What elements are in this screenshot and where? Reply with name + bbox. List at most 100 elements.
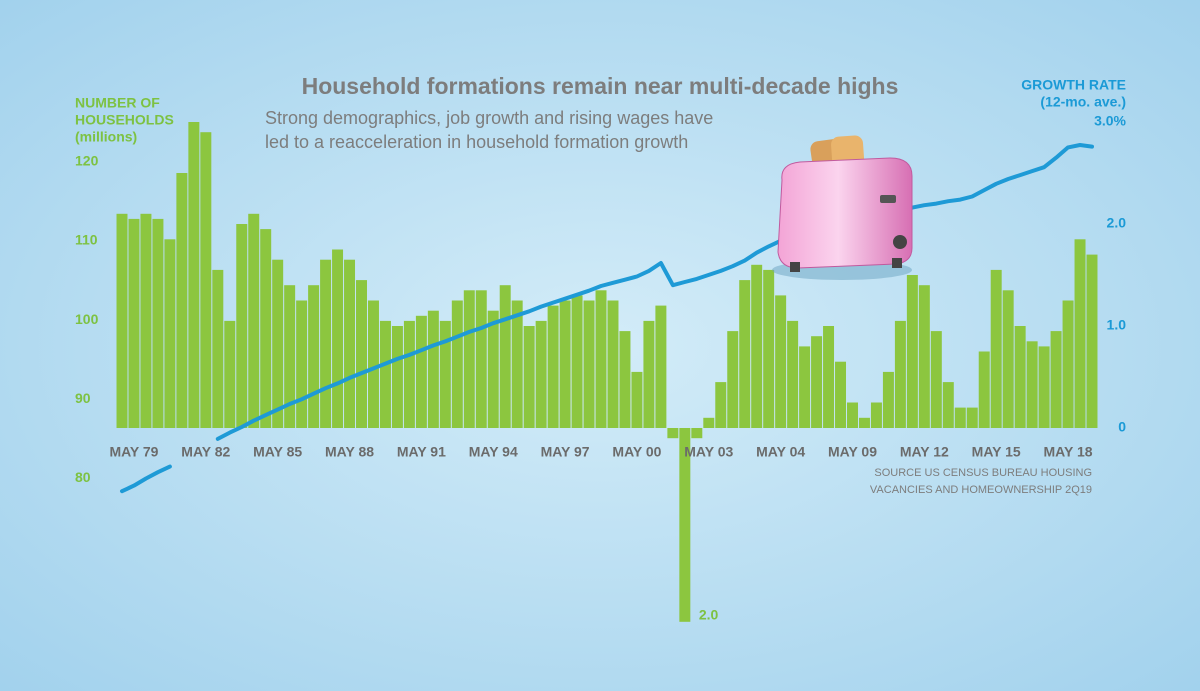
bar [248,213,260,428]
y-label-line: (millions) [75,129,137,145]
x-tick-label: MAY 85 [253,444,302,460]
x-tick-label: MAY 09 [828,444,877,460]
bar [1002,290,1014,428]
x-tick-label: MAY 82 [181,444,230,460]
bar [391,326,403,428]
y2-tick-label: 2.0 [1107,215,1127,231]
x-tick-label: MAY 12 [900,444,949,460]
x-tick-label: MAY 97 [541,444,590,460]
bar [475,290,487,428]
x-tick-label: MAY 79 [109,444,158,460]
bar [320,259,332,428]
bar [631,371,643,428]
bar [344,259,356,428]
bar [667,428,679,439]
bar [847,402,858,428]
bar [583,300,595,428]
y-label-line: HOUSEHOLDS [75,112,174,128]
x-tick-label: MAY 18 [1044,444,1093,460]
y2-tick-label: 1.0 [1107,317,1127,333]
bar [427,310,439,428]
bar [906,275,918,428]
bar [212,269,224,428]
bar [236,224,248,428]
y2-label-line: GROWTH RATE [1021,77,1126,93]
bar [379,320,391,428]
bar [308,285,320,428]
bar [835,361,847,428]
bar [607,300,619,428]
y2-label-line: (12-mo. ave.) [1040,94,1126,110]
bar [164,239,176,428]
bar [763,269,775,428]
bar [715,382,727,428]
bar [499,285,511,428]
y-tick-label: 80 [75,469,91,485]
bar [1038,346,1050,428]
bar [930,331,942,428]
x-tick-label: MAY 04 [756,444,805,460]
x-tick-label: MAY 15 [972,444,1021,460]
bar [260,229,272,428]
x-tick-label: MAY 91 [397,444,446,460]
bar [1062,300,1074,428]
x-tick-label: MAY 03 [684,444,733,460]
bar [966,407,978,428]
bar [775,295,787,428]
x-tick-label: MAY 00 [612,444,661,460]
bar [332,249,344,428]
bar [188,122,200,428]
bar [511,300,523,428]
bar [643,320,655,428]
bar [595,290,607,428]
plot-area [116,122,1098,622]
toaster-illustration [772,135,913,280]
bar [787,320,799,428]
bar [894,320,906,428]
bar [739,280,751,428]
chart-title: Household formations remain near multi-d… [302,73,899,99]
bar [679,428,691,622]
bar [403,320,415,428]
x-tick-label: MAY 94 [469,444,518,460]
bar [284,285,296,428]
bar [463,290,475,428]
y2-tick-label: 0 [1118,419,1126,435]
bar [1014,326,1026,428]
bar [356,280,367,428]
subtitle: led to a reacceleration in household for… [265,132,688,152]
bar [990,269,1002,428]
y-tick-label: 120 [75,152,99,168]
bar [954,407,966,428]
bar [619,331,631,428]
bar [1026,341,1038,428]
bar [858,417,870,428]
bar [224,320,236,428]
bar [523,326,535,428]
x-tick-label: MAY 88 [325,444,374,460]
bar [296,300,308,428]
bar [535,320,547,428]
bar [727,331,739,428]
bar [176,173,188,428]
bar [272,259,284,428]
y-tick-label: 100 [75,311,99,327]
y2-tick-label: 3.0% [1094,113,1126,129]
bar [128,218,140,428]
y-tick-label: 90 [75,390,91,406]
bar [882,371,894,428]
bar [1074,239,1086,428]
bar [703,417,715,428]
bar [200,132,212,428]
bar [1050,331,1062,428]
y-tick-label: 110 [75,232,98,248]
bar [799,346,811,428]
bar [751,264,763,428]
annotation: 2.0 [699,607,719,623]
bar [691,428,703,439]
bar [487,310,499,428]
y-axis-label: NUMBER OF HOUSEHOLDS (millions) [75,95,174,145]
bar [823,326,835,428]
bar [1086,254,1098,428]
